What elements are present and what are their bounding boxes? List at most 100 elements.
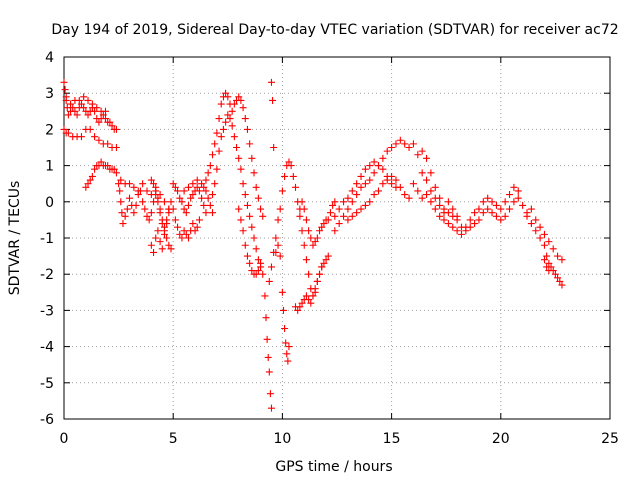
data-point: [250, 169, 258, 177]
data-point: [91, 165, 99, 173]
data-point: [171, 216, 179, 224]
data-point: [233, 144, 241, 151]
data-point: [73, 111, 81, 119]
data-point: [121, 212, 129, 220]
data-point: [357, 205, 365, 213]
data-point: [383, 147, 391, 155]
data-point: [182, 230, 190, 238]
data-point: [405, 144, 413, 151]
data-point: [211, 140, 219, 148]
data-point: [462, 223, 470, 231]
data-point: [93, 104, 101, 112]
data-point: [514, 194, 522, 202]
data-point: [305, 270, 313, 278]
data-point: [307, 299, 315, 307]
data-point: [82, 183, 90, 191]
data-point: [252, 183, 260, 191]
data-point: [91, 133, 99, 141]
data-point: [536, 223, 544, 231]
data-point: [329, 201, 337, 209]
data-point: [77, 133, 85, 141]
data-point: [254, 267, 262, 275]
data-point: [475, 205, 483, 213]
data-point: [134, 187, 142, 195]
data-point: [202, 187, 210, 195]
data-point: [551, 270, 559, 278]
data-point: [316, 270, 324, 278]
data-point: [357, 183, 365, 191]
data-point: [274, 216, 282, 224]
data-point: [117, 176, 125, 184]
data-point: [320, 220, 328, 228]
data-point: [519, 201, 527, 209]
data-point: [180, 187, 188, 195]
data-point: [374, 187, 382, 195]
data-point: [274, 241, 282, 249]
data-point: [222, 89, 230, 97]
data-point: [265, 368, 273, 376]
data-point: [248, 223, 256, 231]
data-point: [388, 180, 396, 188]
data-point: [189, 180, 197, 188]
data-point: [309, 292, 317, 300]
data-point: [264, 353, 272, 361]
data-point: [206, 162, 214, 170]
data-point: [226, 115, 234, 123]
data-point: [262, 314, 270, 322]
data-point: [75, 96, 83, 104]
y-tick-label: 0: [45, 195, 54, 211]
data-point: [189, 191, 197, 199]
data-point: [152, 234, 160, 242]
data-point: [69, 104, 77, 112]
data-point: [147, 176, 155, 184]
data-point: [254, 194, 262, 202]
data-point: [158, 245, 166, 253]
axis-ticks: 0 5 10 15 20 25 -6 -5 -4 -3 -2 -1 0 1 2 3 4: [40, 50, 619, 447]
data-point: [453, 227, 461, 235]
x-axis-label: GPS time / hours: [275, 459, 392, 475]
data-point: [510, 183, 518, 191]
data-point: [497, 216, 505, 224]
data-point: [217, 100, 225, 108]
data-point: [257, 259, 265, 267]
data-point: [237, 96, 245, 104]
data-point: [466, 216, 474, 224]
data-point: [84, 96, 92, 104]
data-point: [506, 205, 514, 213]
data-point: [176, 194, 184, 202]
data-point: [248, 154, 256, 162]
data-point: [248, 267, 256, 275]
data-point: [139, 180, 147, 188]
data-point: [340, 212, 348, 220]
data-point: [261, 292, 269, 300]
data-point: [444, 220, 452, 228]
data-point: [267, 78, 275, 86]
data-point: [423, 176, 431, 184]
data-point: [281, 172, 289, 180]
data-point: [305, 227, 313, 235]
data-point: [267, 404, 275, 412]
data-point: [116, 187, 124, 195]
data-point: [169, 205, 177, 213]
data-point: [285, 343, 293, 351]
data-point: [558, 256, 566, 264]
data-point: [88, 172, 96, 180]
data-point: [436, 201, 444, 209]
data-point: [379, 165, 387, 173]
data-point: [492, 201, 500, 209]
data-point: [558, 281, 566, 289]
data-point: [213, 165, 221, 173]
data-point: [298, 299, 306, 307]
data-point: [272, 234, 280, 242]
data-point: [289, 172, 297, 180]
data-point: [150, 180, 158, 188]
y-tick-label: 1: [45, 159, 54, 175]
data-point: [543, 252, 551, 260]
data-point: [160, 230, 168, 238]
data-point: [514, 187, 522, 195]
data-point: [104, 162, 112, 170]
data-point: [84, 111, 92, 119]
data-point: [298, 198, 306, 206]
data-point: [235, 154, 243, 162]
data-point: [326, 209, 334, 217]
